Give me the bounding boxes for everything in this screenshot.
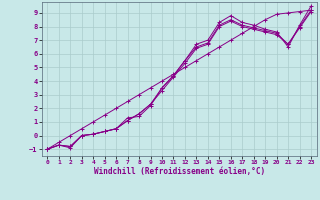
X-axis label: Windchill (Refroidissement éolien,°C): Windchill (Refroidissement éolien,°C)	[94, 167, 265, 176]
